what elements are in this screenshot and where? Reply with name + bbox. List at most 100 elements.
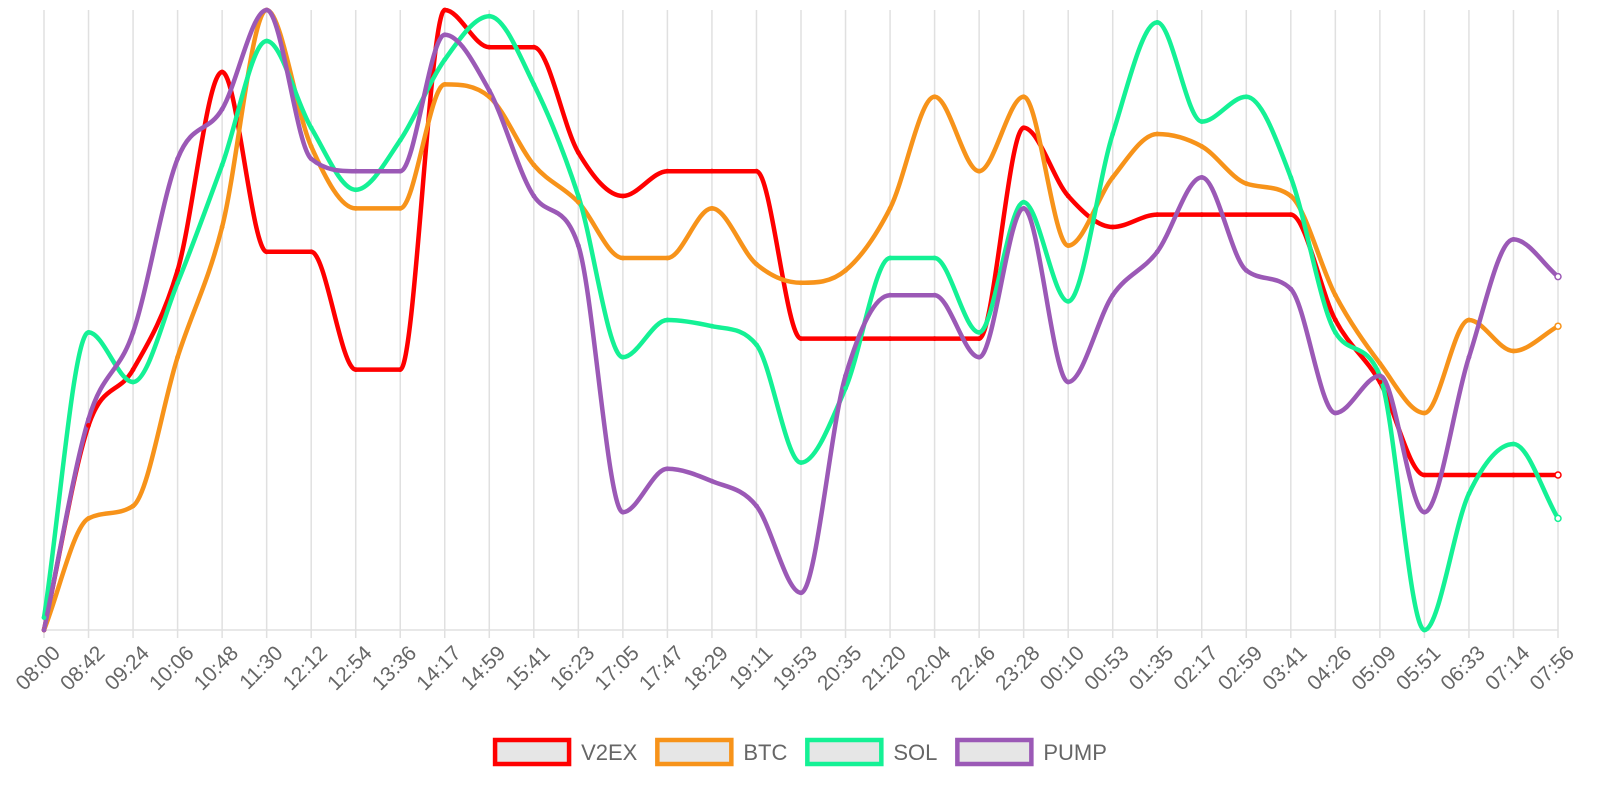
data-point-v2ex[interactable] xyxy=(932,336,937,341)
data-point-btc[interactable] xyxy=(1243,181,1249,187)
data-point-sol[interactable] xyxy=(1554,514,1562,523)
data-point-v2ex[interactable] xyxy=(219,69,225,75)
data-point-pump[interactable] xyxy=(397,168,403,174)
data-point-sol[interactable] xyxy=(264,38,270,44)
data-point-pump[interactable] xyxy=(887,292,893,298)
data-point-btc[interactable] xyxy=(1288,193,1294,199)
data-point-btc[interactable] xyxy=(1154,131,1160,137)
data-point-v2ex[interactable] xyxy=(1422,472,1427,478)
data-point-v2ex[interactable] xyxy=(1288,212,1294,218)
data-point-pump[interactable] xyxy=(442,32,448,38)
data-point-btc[interactable] xyxy=(665,255,670,261)
data-point-btc[interactable] xyxy=(1422,410,1427,416)
data-point-pump[interactable] xyxy=(353,168,359,174)
data-point-pump[interactable] xyxy=(86,416,91,422)
data-point-sol[interactable] xyxy=(531,82,537,87)
data-point-v2ex[interactable] xyxy=(353,367,359,372)
data-point-pump[interactable] xyxy=(1243,268,1249,273)
data-point-pump[interactable] xyxy=(41,627,47,633)
data-point-sol[interactable] xyxy=(932,255,937,261)
data-point-sol[interactable] xyxy=(1199,119,1205,124)
data-point-v2ex[interactable] xyxy=(620,193,626,199)
data-point-v2ex[interactable] xyxy=(175,268,180,273)
data-point-sol[interactable] xyxy=(976,330,982,335)
data-point-btc[interactable] xyxy=(397,206,403,211)
data-point-sol[interactable] xyxy=(1332,330,1338,335)
data-point-v2ex[interactable] xyxy=(486,44,492,50)
data-point-v2ex[interactable] xyxy=(442,7,448,13)
data-point-btc[interactable] xyxy=(798,280,804,286)
data-point-pump[interactable] xyxy=(1377,373,1383,379)
data-point-pump[interactable] xyxy=(1021,206,1027,211)
data-point-sol[interactable] xyxy=(1021,199,1027,205)
data-point-v2ex[interactable] xyxy=(1021,125,1027,131)
data-point-v2ex[interactable] xyxy=(1110,224,1116,230)
data-point-btc[interactable] xyxy=(1199,144,1205,149)
data-point-btc[interactable] xyxy=(130,503,136,509)
data-point-v2ex[interactable] xyxy=(531,44,537,50)
data-point-pump[interactable] xyxy=(531,193,537,199)
data-point-pump[interactable] xyxy=(976,354,982,360)
data-point-btc[interactable] xyxy=(486,94,492,100)
data-point-v2ex[interactable] xyxy=(264,249,270,255)
data-point-sol[interactable] xyxy=(86,330,91,335)
legend-item-pump[interactable]: PUMP xyxy=(955,737,1107,767)
data-point-pump[interactable] xyxy=(264,7,270,13)
data-point-sol[interactable] xyxy=(1243,94,1249,100)
data-point-pump[interactable] xyxy=(575,243,581,249)
data-point-btc[interactable] xyxy=(976,168,982,174)
data-point-v2ex[interactable] xyxy=(1243,212,1249,218)
data-point-sol[interactable] xyxy=(442,57,448,62)
data-point-btc[interactable] xyxy=(531,162,537,168)
data-point-sol[interactable] xyxy=(175,280,180,286)
data-point-btc[interactable] xyxy=(887,206,893,211)
legend-item-sol[interactable]: SOL xyxy=(805,737,937,767)
data-point-btc[interactable] xyxy=(353,206,359,211)
data-point-v2ex[interactable] xyxy=(665,168,670,174)
data-point-btc[interactable] xyxy=(1554,322,1562,330)
data-point-sol[interactable] xyxy=(1511,441,1516,447)
data-point-v2ex[interactable] xyxy=(86,423,91,428)
data-point-v2ex[interactable] xyxy=(798,336,804,341)
data-point-v2ex[interactable] xyxy=(754,168,759,174)
data-point-sol[interactable] xyxy=(575,193,581,199)
data-point-pump[interactable] xyxy=(932,292,937,298)
data-point-v2ex[interactable] xyxy=(308,249,314,255)
data-point-v2ex[interactable] xyxy=(1065,193,1071,199)
data-point-sol[interactable] xyxy=(1110,131,1116,137)
data-point-v2ex[interactable] xyxy=(976,336,982,341)
legend-item-v2ex[interactable]: V2EX xyxy=(492,737,638,767)
data-point-sol[interactable] xyxy=(308,125,314,131)
data-point-sol[interactable] xyxy=(1466,491,1472,496)
data-point-pump[interactable] xyxy=(1065,379,1071,385)
data-point-sol[interactable] xyxy=(798,460,804,465)
data-point-btc[interactable] xyxy=(1332,292,1338,298)
legend-item-btc[interactable]: BTC xyxy=(655,737,787,767)
data-point-pump[interactable] xyxy=(1199,175,1205,180)
data-point-v2ex[interactable] xyxy=(1199,212,1205,218)
data-point-sol[interactable] xyxy=(665,317,670,323)
data-point-pump[interactable] xyxy=(1110,292,1116,298)
data-point-pump[interactable] xyxy=(665,466,670,472)
data-point-sol[interactable] xyxy=(41,615,47,620)
data-point-pump[interactable] xyxy=(1466,354,1472,360)
data-point-sol[interactable] xyxy=(843,385,848,391)
data-point-btc[interactable] xyxy=(932,94,937,100)
data-point-pump[interactable] xyxy=(130,330,136,335)
data-point-btc[interactable] xyxy=(1466,317,1472,323)
data-point-sol[interactable] xyxy=(620,354,626,360)
data-point-btc[interactable] xyxy=(175,354,180,360)
data-point-v2ex[interactable] xyxy=(843,336,848,341)
data-point-sol[interactable] xyxy=(1154,20,1160,25)
data-point-pump[interactable] xyxy=(308,156,314,162)
data-point-v2ex[interactable] xyxy=(575,150,581,156)
data-point-v2ex[interactable] xyxy=(1466,472,1472,478)
data-point-sol[interactable] xyxy=(397,137,403,143)
data-point-v2ex[interactable] xyxy=(130,367,136,372)
data-point-btc[interactable] xyxy=(620,255,626,261)
data-point-pump[interactable] xyxy=(1332,410,1338,416)
data-point-pump[interactable] xyxy=(1511,237,1516,242)
data-point-v2ex[interactable] xyxy=(397,367,403,372)
data-point-sol[interactable] xyxy=(709,323,715,329)
data-point-btc[interactable] xyxy=(1511,348,1516,354)
